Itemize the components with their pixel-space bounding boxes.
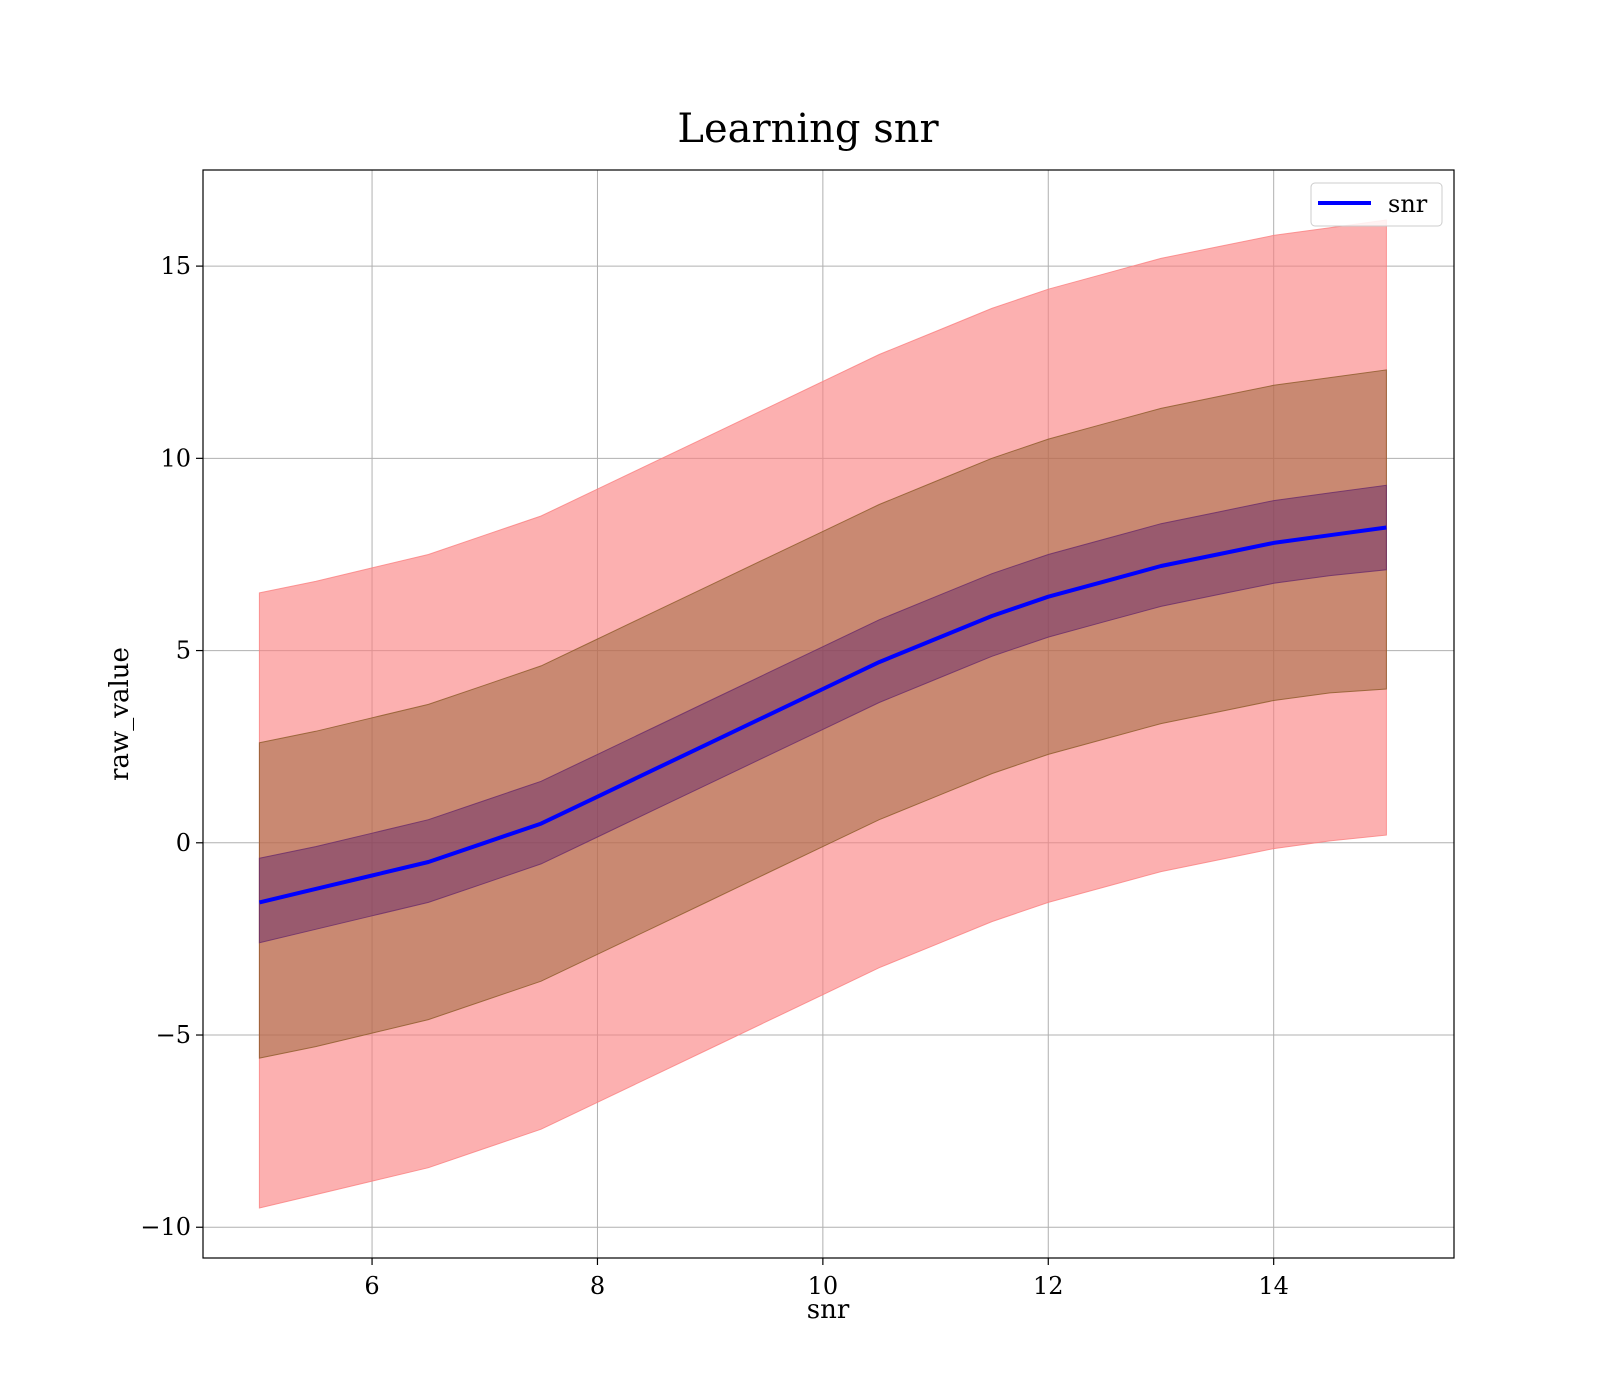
x-tick-label: 8 (590, 1272, 605, 1300)
x-tick-label: 10 (808, 1272, 839, 1300)
confidence-bands (258, 219, 1387, 1209)
series-lines (258, 525, 1387, 905)
y-tick-label: 0 (176, 829, 191, 857)
y-tick-label: 15 (160, 252, 191, 280)
x-tick-label: 14 (1258, 1272, 1289, 1300)
x-tick-label: 6 (364, 1272, 379, 1300)
chart-title: Learning snr (677, 106, 939, 152)
legend-label-snr: snr (1388, 190, 1428, 218)
x-axis-ticks: 6 8 10 12 14 (364, 1258, 1289, 1300)
x-tick-label: 12 (1033, 1272, 1064, 1300)
y-tick-label: −10 (140, 1213, 191, 1241)
series-line-snr (258, 525, 1387, 905)
y-axis-ticks: −10 −5 0 5 10 15 (140, 252, 203, 1241)
y-tick-label: 5 (176, 637, 191, 665)
legend-box (1310, 182, 1443, 227)
y-tick-label: −5 (156, 1021, 191, 1049)
plot-frame (202, 169, 1455, 1259)
x-axis-label: snr (807, 1295, 850, 1325)
legend: snr (1310, 182, 1443, 227)
band-1sigma (258, 484, 1387, 944)
y-axis-label: raw_value (105, 647, 135, 781)
y-tick-label: 10 (160, 444, 191, 472)
